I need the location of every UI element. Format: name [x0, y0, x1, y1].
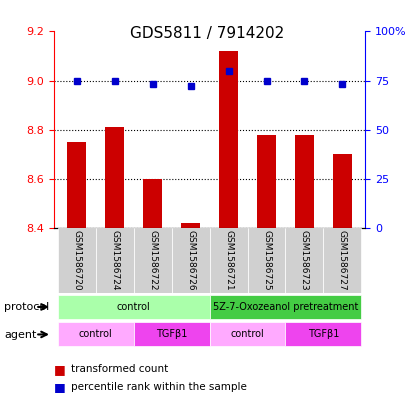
Text: GSM1586727: GSM1586727 [338, 230, 347, 291]
FancyBboxPatch shape [323, 228, 361, 293]
Text: GSM1586721: GSM1586721 [224, 230, 233, 291]
FancyBboxPatch shape [210, 228, 247, 293]
FancyBboxPatch shape [247, 228, 286, 293]
Bar [105, 127, 124, 228]
Bar [143, 179, 162, 228]
FancyBboxPatch shape [172, 228, 210, 293]
Text: GSM1586723: GSM1586723 [300, 230, 309, 291]
Text: control: control [117, 302, 151, 312]
Text: agent: agent [4, 330, 37, 340]
FancyBboxPatch shape [58, 228, 96, 293]
FancyBboxPatch shape [286, 322, 361, 347]
FancyBboxPatch shape [58, 322, 134, 347]
Text: GDS5811 / 7914202: GDS5811 / 7914202 [130, 26, 285, 40]
Text: ■: ■ [54, 363, 66, 376]
Text: GSM1586724: GSM1586724 [110, 230, 119, 290]
Text: control: control [79, 329, 112, 340]
Bar [181, 223, 200, 228]
Text: GSM1586720: GSM1586720 [72, 230, 81, 291]
Text: GSM1586725: GSM1586725 [262, 230, 271, 291]
FancyBboxPatch shape [58, 295, 210, 319]
Text: GSM1586722: GSM1586722 [148, 230, 157, 290]
Bar [333, 154, 352, 228]
Text: 5Z-7-Oxozeanol pretreatment: 5Z-7-Oxozeanol pretreatment [213, 302, 358, 312]
FancyBboxPatch shape [134, 228, 172, 293]
FancyBboxPatch shape [96, 228, 134, 293]
Text: transformed count: transformed count [71, 364, 168, 375]
Bar [67, 142, 86, 228]
Text: control: control [231, 329, 264, 340]
Bar [257, 135, 276, 228]
FancyBboxPatch shape [134, 322, 210, 347]
Text: TGFβ1: TGFβ1 [308, 329, 339, 340]
Text: percentile rank within the sample: percentile rank within the sample [71, 382, 247, 392]
FancyBboxPatch shape [210, 322, 286, 347]
Text: GSM1586726: GSM1586726 [186, 230, 195, 291]
FancyBboxPatch shape [210, 295, 361, 319]
Text: protocol: protocol [4, 302, 49, 312]
FancyBboxPatch shape [286, 228, 323, 293]
Bar [295, 135, 314, 228]
Text: ■: ■ [54, 380, 66, 393]
Bar [219, 51, 238, 228]
Text: TGFβ1: TGFβ1 [156, 329, 187, 340]
